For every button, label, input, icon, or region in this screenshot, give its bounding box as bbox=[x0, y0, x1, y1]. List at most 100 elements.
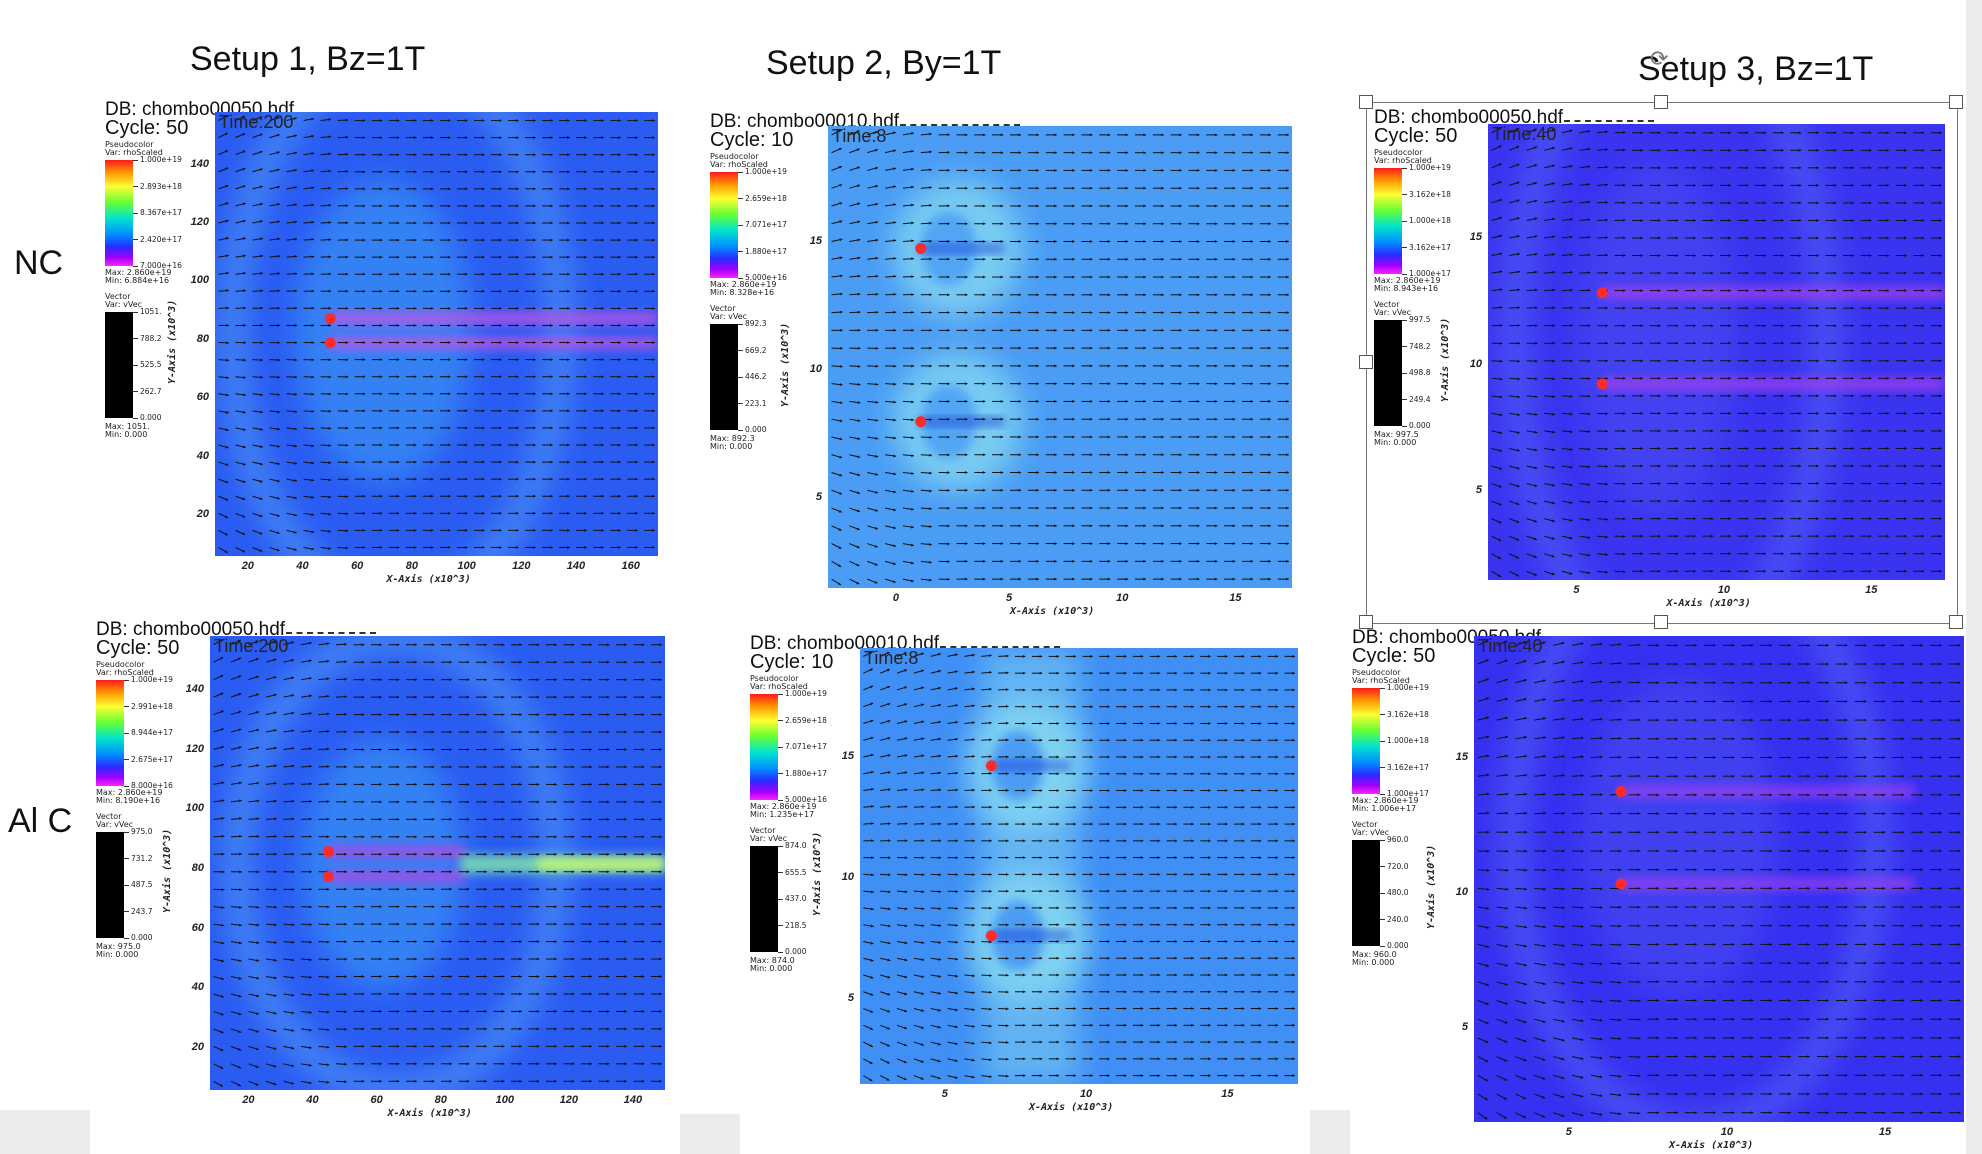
pseudocolor-legend: Pseudocolor Var: rhoScaled 1.000e+19 2.893e… bbox=[105, 140, 215, 460]
pseudocolor-legend: Pseudocolor Var: rhoScaled 1.000e+19 3.162e… bbox=[1374, 148, 1484, 468]
colorbar-tick-label: 3.162e+18 bbox=[1402, 190, 1451, 199]
vector-legend-title: Vector bbox=[105, 292, 131, 301]
colorbar-tick-label: 1.000e+19 bbox=[738, 168, 787, 176]
plasma-tail bbox=[330, 312, 658, 325]
pseudocolor-min: Min: 6.884e+16 bbox=[105, 276, 170, 285]
vector-magnitude-bar bbox=[96, 832, 124, 938]
x-tick-label: 10 bbox=[1717, 584, 1730, 596]
time-label: Time:8 bbox=[832, 126, 887, 146]
y-tick-label: 10 bbox=[1455, 885, 1468, 898]
x-tick-label: 5 bbox=[1006, 592, 1013, 604]
x-tick-label: 80 bbox=[434, 1094, 447, 1106]
x-axis-title: X-Axis (x10^3) bbox=[1010, 606, 1095, 617]
inner-glow bbox=[294, 179, 472, 483]
pseudocolor-legend: Pseudocolor Var: rhoScaled 1.000e+19 2.991e… bbox=[96, 660, 206, 980]
x-tick-label: 15 bbox=[1865, 584, 1878, 596]
vector-tick-label: 997.5 bbox=[1402, 316, 1430, 324]
x-tick-label: 60 bbox=[370, 1094, 383, 1106]
vector-tick-label: 525.5 bbox=[133, 361, 161, 369]
target-dot bbox=[1615, 786, 1627, 798]
target-dot bbox=[1596, 378, 1608, 390]
vector-tick-label: 498.8 bbox=[1402, 369, 1430, 377]
vector-magnitude-bar bbox=[1374, 320, 1402, 426]
colorbar-tick-label: 8.944e+17 bbox=[124, 729, 173, 737]
resize-handle[interactable] bbox=[1654, 95, 1668, 109]
gray-strip bbox=[0, 1110, 90, 1154]
legend-title: Pseudocolor bbox=[1374, 148, 1423, 157]
y-tick-label: 40 bbox=[191, 981, 204, 994]
jet-core bbox=[537, 859, 665, 870]
density-vector-plot: Time:200 bbox=[215, 112, 658, 556]
y-tick-label: 140 bbox=[190, 157, 209, 170]
cycle-label: Cycle: 10 bbox=[750, 651, 834, 673]
vector-legend-var: Var: vVec bbox=[750, 834, 788, 843]
resize-handle[interactable] bbox=[1359, 355, 1373, 369]
vector-tick-label: 262.7 bbox=[133, 387, 161, 396]
colorbar-tick-label: 1.000e+17 bbox=[1402, 270, 1451, 278]
vector-max: Max: 1051. bbox=[105, 422, 150, 431]
x-tick-label: 15 bbox=[1878, 1126, 1892, 1138]
legend-var: Var: rhoScaled bbox=[105, 148, 163, 157]
plasma-tail bbox=[1621, 877, 1915, 890]
title-dash-line bbox=[940, 646, 1060, 648]
y-tick-label: 40 bbox=[196, 449, 209, 462]
x-axis-title: X-Axis (x10^3) bbox=[386, 574, 471, 585]
legend-title: Pseudocolor bbox=[750, 674, 799, 683]
vector-min: Min: 0.000 bbox=[1352, 958, 1395, 967]
pseudocolor-legend: Pseudocolor Var: rhoScaled 1.000e+19 2.659e… bbox=[710, 152, 820, 472]
x-axis-title: X-Axis (x10^3) bbox=[1666, 598, 1751, 609]
vector-legend-var: Var: vVec bbox=[105, 300, 143, 309]
resize-handle[interactable] bbox=[1359, 95, 1373, 109]
x-tick-label: 120 bbox=[512, 560, 531, 572]
plasma-tail bbox=[328, 845, 465, 858]
x-tick-label: 100 bbox=[457, 560, 476, 572]
pseudocolor-legend: Pseudocolor Var: rhoScaled 1.000e+19 3.162e… bbox=[1352, 668, 1462, 988]
legend-var: Var: rhoScaled bbox=[96, 668, 154, 677]
inner-glow bbox=[1579, 162, 1735, 514]
x-tick-label: 20 bbox=[242, 1094, 255, 1106]
plasma-tail bbox=[991, 761, 1071, 770]
x-tick-label: 5 bbox=[941, 1088, 948, 1100]
vector-tick-label: 0.000 bbox=[1402, 422, 1430, 430]
x-tick-label: 140 bbox=[566, 560, 586, 572]
vector-legend-var: Var: vVec bbox=[1352, 828, 1390, 837]
target-dot bbox=[915, 242, 927, 254]
pseudocolor-colorbar bbox=[1352, 688, 1380, 794]
vector-tick-label: 975.0 bbox=[124, 828, 152, 836]
y-tick-label: 100 bbox=[185, 802, 204, 815]
y-tick-label: 5 bbox=[847, 992, 854, 1005]
colorbar-tick-label: 3.162e+17 bbox=[1402, 243, 1451, 252]
rotate-handle-icon[interactable]: ⟳ bbox=[1650, 46, 1669, 71]
time-label: Time:200 bbox=[214, 636, 289, 656]
x-tick-label: 160 bbox=[621, 560, 640, 572]
bow-shock-arc bbox=[1498, 636, 1891, 1122]
vector-min: Min: 0.000 bbox=[96, 950, 139, 959]
resize-handle[interactable] bbox=[1949, 615, 1963, 629]
resize-handle[interactable] bbox=[1654, 615, 1668, 629]
selection-frame[interactable] bbox=[1366, 102, 1958, 624]
plot-canvas bbox=[1474, 636, 1964, 1122]
vector-tick-label: 240.0 bbox=[1380, 915, 1408, 924]
bow-shock-arc bbox=[1501, 124, 1840, 580]
vector-legend-title: Vector bbox=[710, 304, 736, 313]
resize-handle[interactable] bbox=[1359, 615, 1373, 629]
pseudocolor-legend: Pseudocolor Var: rhoScaled 1.000e+19 2.659e… bbox=[750, 674, 860, 994]
resize-handle[interactable] bbox=[1949, 95, 1963, 109]
density-vector-plot: Time:40 bbox=[1474, 636, 1964, 1122]
x-axis-title: X-Axis (x10^3) bbox=[387, 1108, 472, 1119]
vector-tick-label: 0.000 bbox=[133, 414, 161, 422]
vector-tick-label: 892.3 bbox=[738, 320, 766, 328]
legend-title: Pseudocolor bbox=[710, 152, 759, 161]
vector-magnitude-bar bbox=[105, 312, 133, 418]
vector-arrows bbox=[1477, 640, 1961, 1120]
colorbar-tick-label: 1.880e+17 bbox=[738, 247, 787, 256]
colorbar-tick-label: 2.659e+18 bbox=[778, 716, 827, 725]
time-label: Time:40 bbox=[1492, 124, 1557, 144]
vector-tick-label: 243.7 bbox=[124, 907, 152, 916]
vector-tick-label: 748.2 bbox=[1402, 342, 1430, 351]
cycle-label: Cycle: 50 bbox=[96, 637, 180, 659]
gray-strip bbox=[1310, 1110, 1350, 1154]
title-dash-line bbox=[1564, 120, 1654, 122]
plasma-tail bbox=[328, 870, 465, 883]
vector-arrows bbox=[213, 639, 662, 1087]
